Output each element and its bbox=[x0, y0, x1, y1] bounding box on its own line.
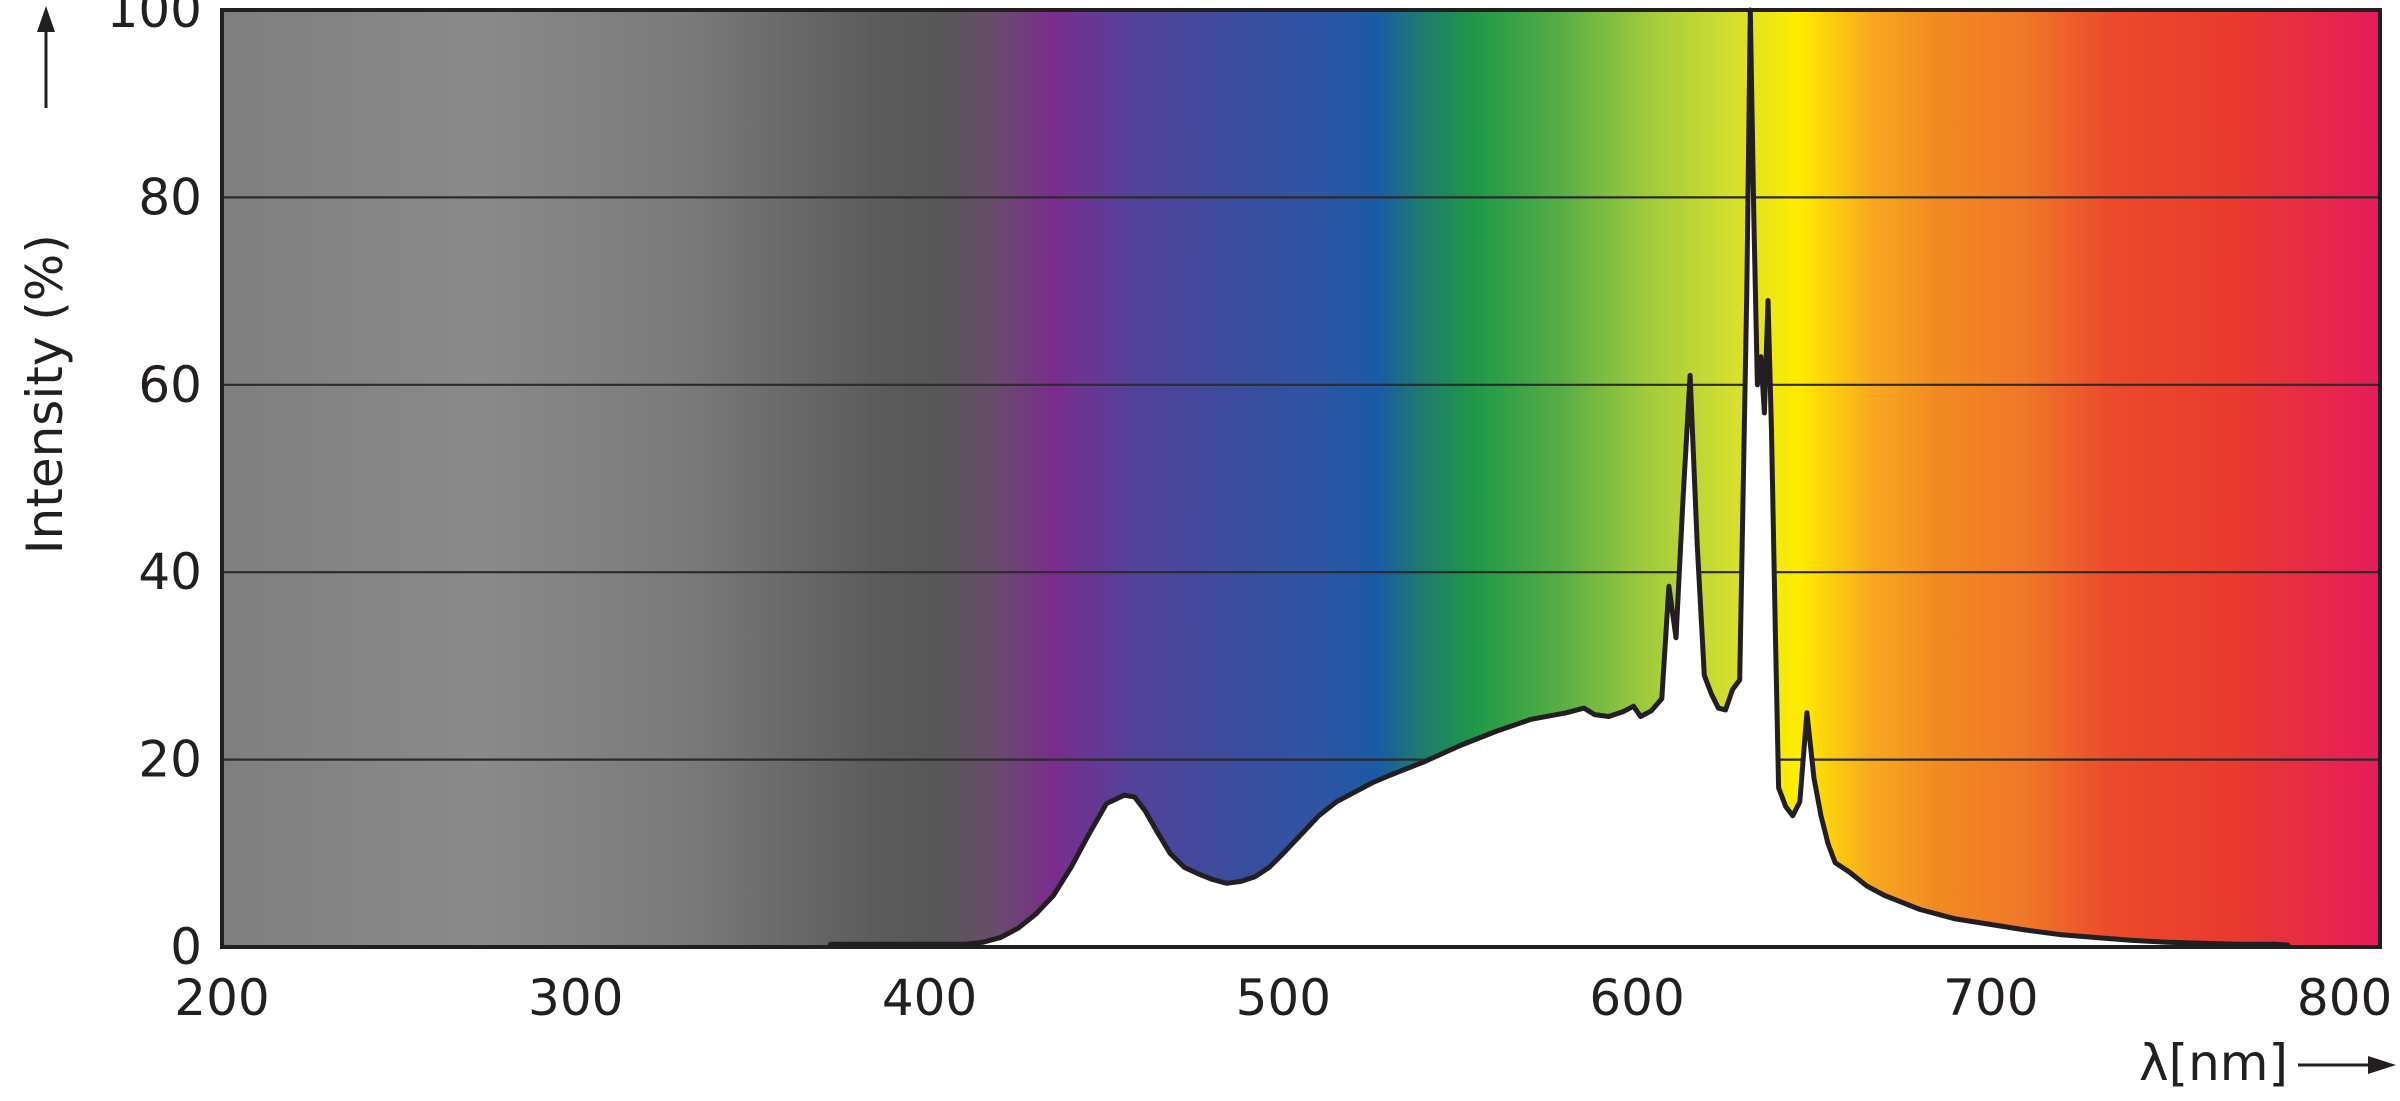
x-axis-arrow-head bbox=[2368, 1056, 2396, 1074]
y-axis-label: Intensity (%) bbox=[16, 234, 74, 554]
y-tick-label-0: 0 bbox=[170, 918, 202, 976]
y-tick-label-40: 40 bbox=[138, 543, 202, 601]
spectrum-line bbox=[828, 7, 2291, 948]
spectrum-area bbox=[830, 10, 2288, 947]
axes: 0 20 40 60 80 100 200 300 400 500 600 700 800 Intensi… bbox=[16, 0, 2396, 1092]
x-tick-label-700: 700 bbox=[1943, 969, 2038, 1027]
plot-area bbox=[222, 7, 2380, 948]
x-tick-label-600: 600 bbox=[1589, 969, 1684, 1027]
y-tick-label-20: 20 bbox=[138, 731, 202, 789]
x-tick-label-300: 300 bbox=[528, 969, 623, 1027]
plot-frame bbox=[220, 8, 2382, 949]
x-axis-label: λ[nm] bbox=[2139, 1034, 2288, 1092]
x-tick-label-800: 800 bbox=[2297, 969, 2392, 1027]
y-tick-label-100: 100 bbox=[107, 0, 202, 39]
x-tick-label-500: 500 bbox=[1236, 969, 1331, 1027]
y-tick-label-80: 80 bbox=[138, 168, 202, 226]
spectrum-background bbox=[222, 10, 2380, 947]
y-axis-arrow-head bbox=[37, 6, 55, 32]
y-tick-label-60: 60 bbox=[138, 356, 202, 414]
x-tick-label-400: 400 bbox=[882, 969, 977, 1027]
x-tick-label-200: 200 bbox=[174, 969, 269, 1027]
